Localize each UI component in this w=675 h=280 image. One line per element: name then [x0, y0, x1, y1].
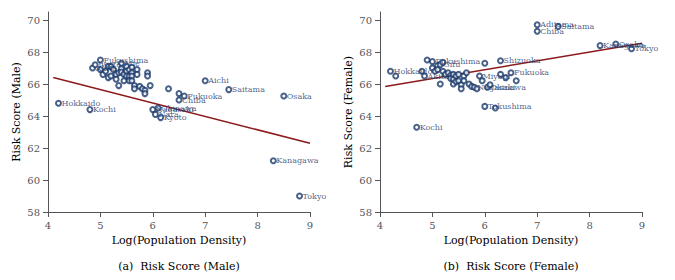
svg-text:70: 70	[359, 15, 372, 26]
svg-text:4: 4	[377, 220, 383, 231]
svg-text:Tokyo: Tokyo	[635, 44, 659, 53]
svg-text:7: 7	[202, 220, 208, 231]
svg-text:5: 5	[429, 220, 435, 231]
svg-text:Nagasaki: Nagasaki	[477, 83, 515, 92]
svg-text:64: 64	[359, 111, 372, 122]
svg-text:Risk Score (Female): Risk Score (Female)	[342, 56, 355, 168]
svg-text:Aichi: Aichi	[207, 76, 229, 85]
svg-text:Kanagawa: Kanagawa	[276, 156, 318, 165]
svg-text:Fukuoka: Fukuoka	[514, 68, 549, 77]
svg-text:Risk Score (Male): Risk Score (Male)	[10, 62, 23, 162]
svg-text:Iwate: Iwate	[98, 60, 121, 70]
svg-text:64: 64	[27, 111, 40, 122]
svg-text:Osaka: Osaka	[287, 92, 312, 101]
svg-text:60: 60	[359, 175, 372, 186]
svg-text:Log(Population Density): Log(Population Density)	[444, 234, 579, 247]
svg-text:Miyagi: Miyagi	[483, 72, 511, 81]
svg-text:(a) Risk Score (Male): (a) Risk Score (Male)	[118, 260, 240, 273]
svg-text:(b) Risk Score (Female): (b) Risk Score (Female)	[444, 260, 579, 273]
svg-text:62: 62	[359, 143, 372, 154]
svg-text:Log(Population Density): Log(Population Density)	[112, 234, 247, 247]
svg-text:Mie: Mie	[124, 59, 140, 68]
svg-text:Shizuoka: Shizuoka	[504, 56, 541, 65]
svg-text:Saitama: Saitama	[561, 22, 594, 31]
svg-text:Fukushima: Fukushima	[103, 55, 149, 65]
svg-text:Kyoto: Kyoto	[164, 113, 187, 122]
svg-text:58: 58	[27, 207, 40, 218]
svg-text:8: 8	[254, 220, 260, 231]
svg-text:Okinawa: Okinawa	[161, 104, 197, 113]
svg-text:70: 70	[27, 15, 40, 26]
svg-text:68: 68	[27, 47, 40, 58]
svg-text:6: 6	[150, 220, 156, 231]
svg-text:66: 66	[359, 79, 372, 90]
svg-text:58: 58	[359, 207, 372, 218]
svg-text:Hokkaido: Hokkaido	[61, 98, 101, 108]
svg-text:5: 5	[97, 220, 103, 231]
svg-text:9: 9	[307, 220, 313, 231]
svg-text:8: 8	[586, 220, 592, 231]
svg-text:7: 7	[534, 220, 540, 231]
svg-text:60: 60	[27, 175, 40, 186]
svg-text:Hokkaido: Hokkaido	[393, 66, 433, 76]
svg-text:Tokushima: Tokushima	[488, 102, 532, 111]
svg-text:Akita: Akita	[427, 72, 449, 81]
svg-text:Fukushima: Fukushima	[435, 57, 480, 66]
svg-text:Tokyo: Tokyo	[303, 192, 327, 201]
svg-text:68: 68	[359, 47, 372, 58]
svg-text:Chiba: Chiba	[540, 26, 564, 36]
svg-text:66: 66	[27, 79, 40, 90]
svg-text:Saitama: Saitama	[232, 85, 265, 94]
svg-text:Kochi: Kochi	[420, 123, 443, 132]
svg-text:6: 6	[482, 220, 488, 231]
svg-text:62: 62	[27, 143, 40, 154]
svg-text:4: 4	[45, 220, 51, 231]
svg-text:Osaka: Osaka	[618, 39, 644, 49]
svg-text:Chiba: Chiba	[182, 96, 206, 105]
svg-text:9: 9	[639, 220, 645, 231]
svg-text:Kochi: Kochi	[93, 105, 116, 114]
